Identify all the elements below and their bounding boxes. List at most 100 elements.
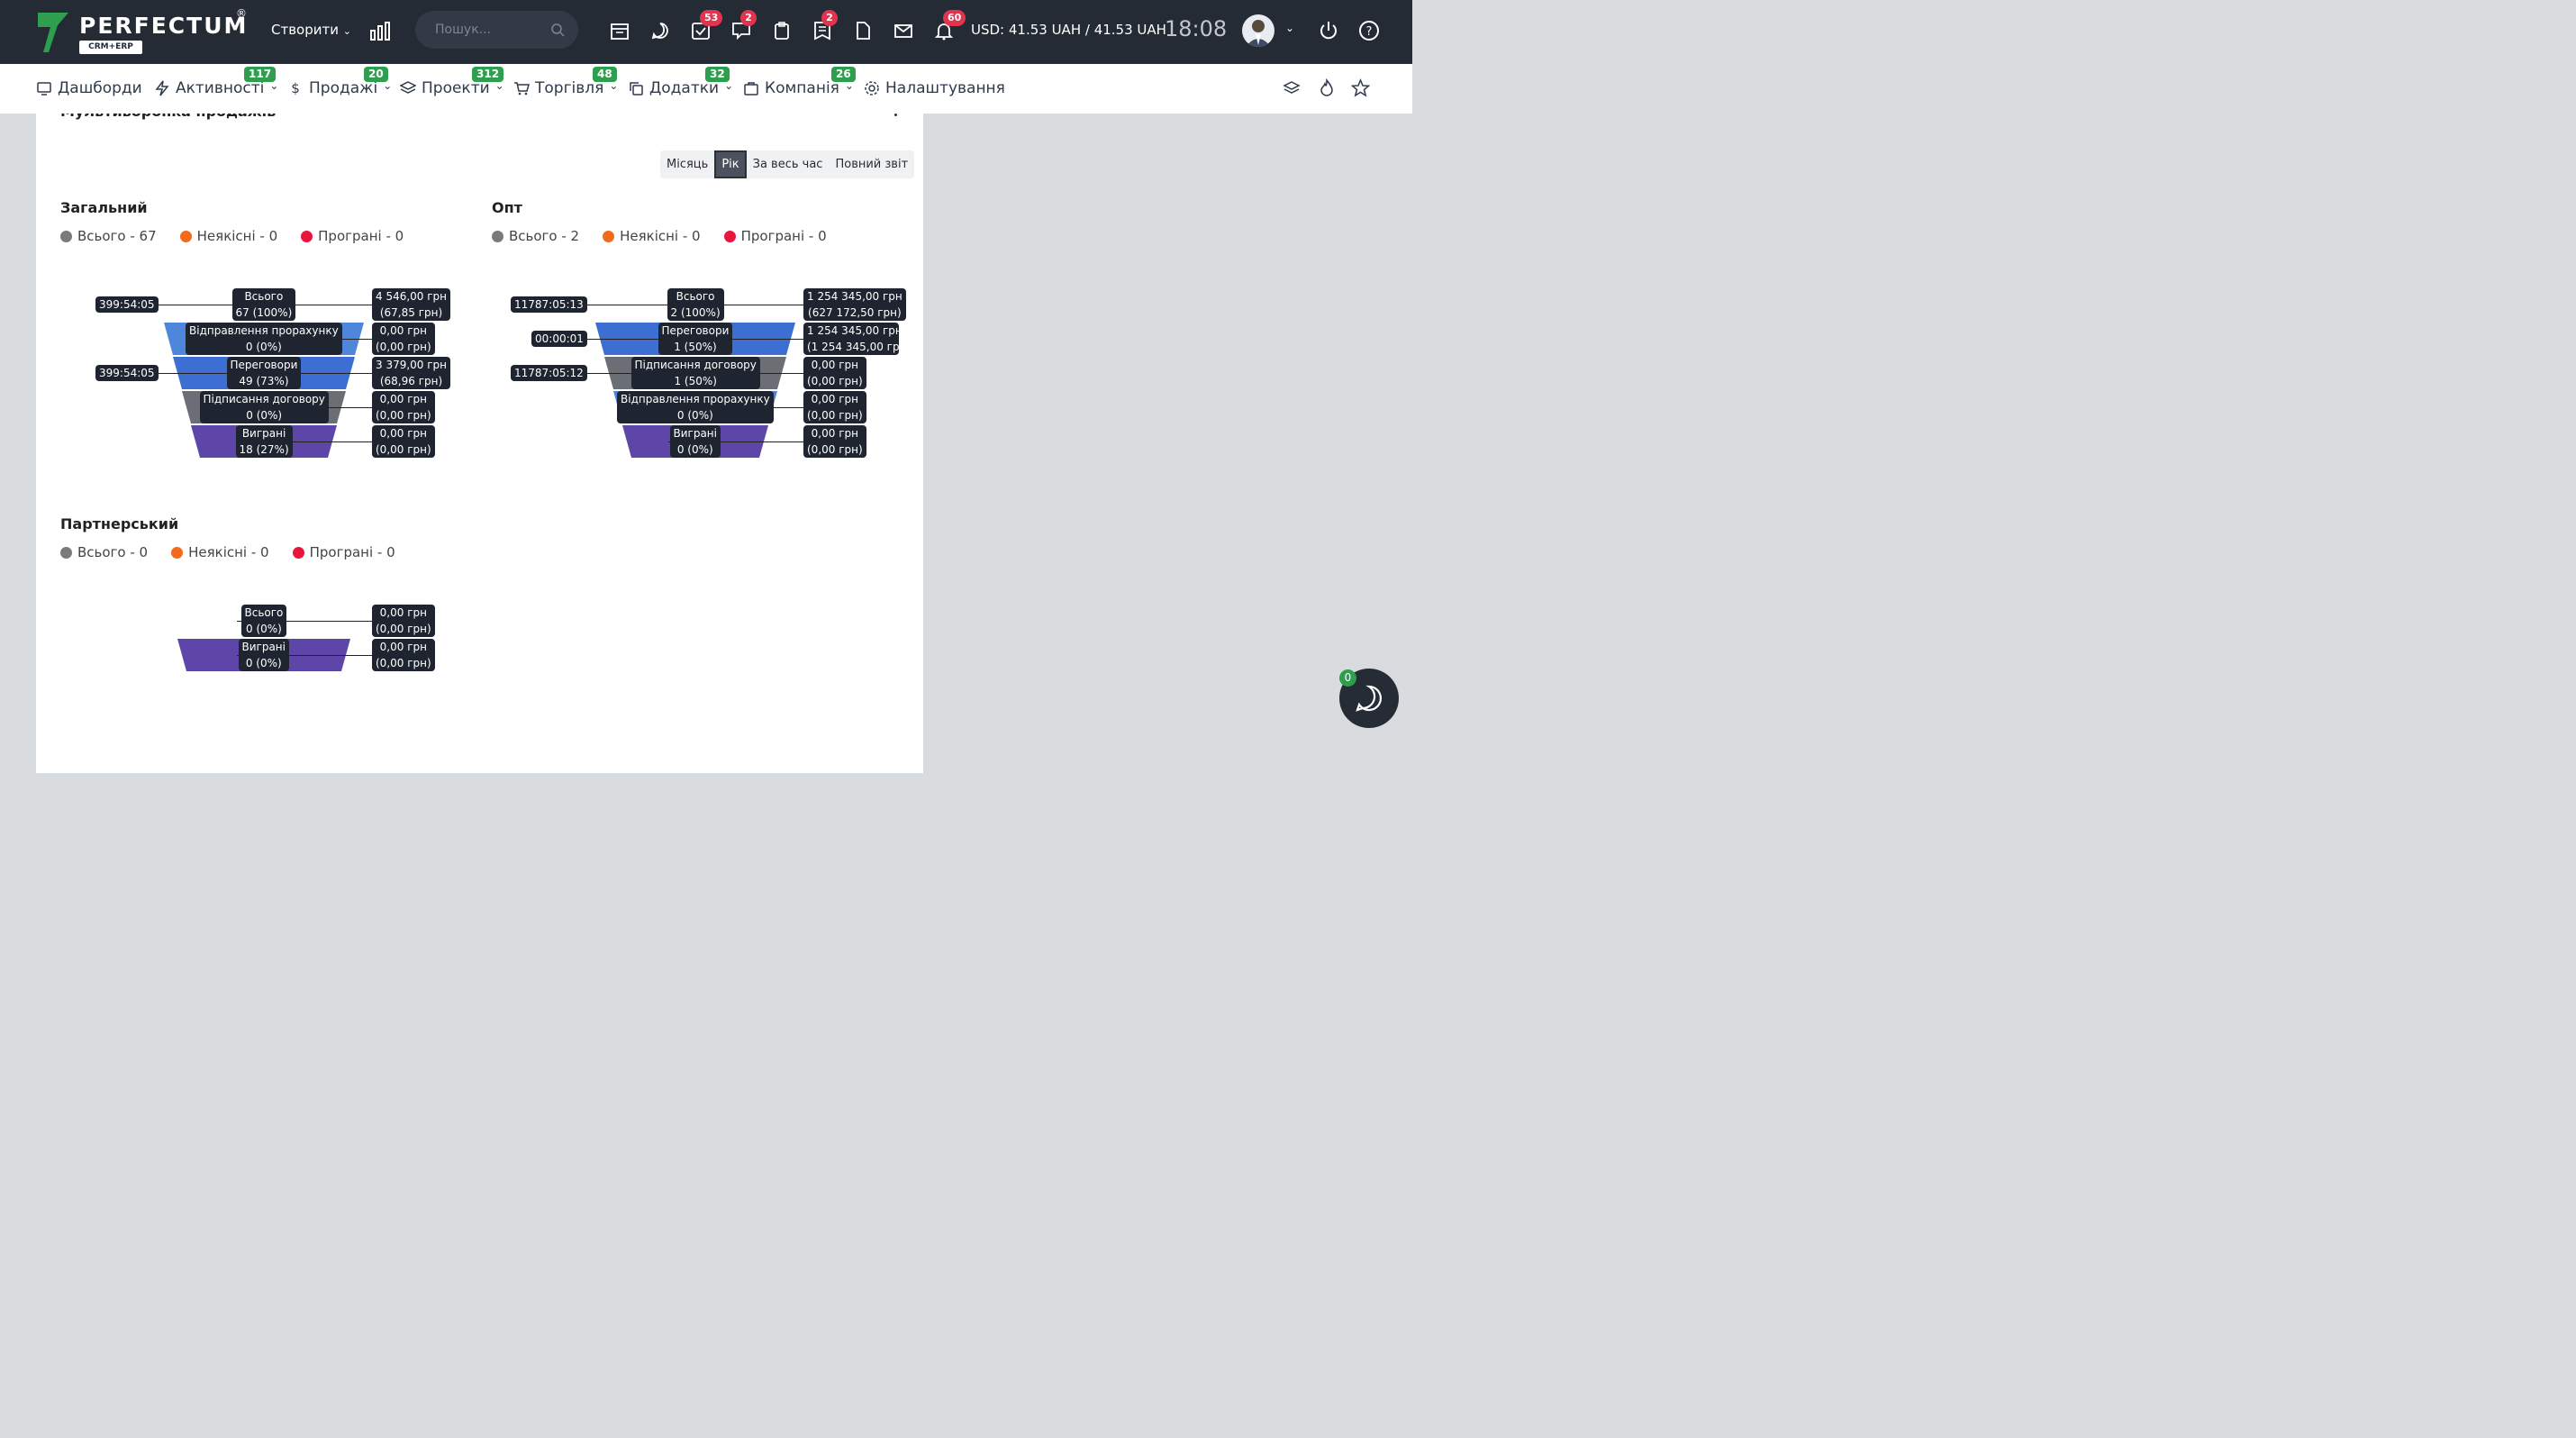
dollar-icon: $ bbox=[291, 80, 300, 96]
layers-icon[interactable] bbox=[1283, 79, 1301, 97]
perfectum-logo-icon[interactable] bbox=[36, 11, 70, 54]
nav-item-label: Проекти bbox=[422, 79, 490, 97]
legend-item[interactable]: Всього - 0 bbox=[60, 544, 148, 560]
mail-button[interactable] bbox=[890, 17, 917, 44]
chat-button[interactable] bbox=[647, 17, 674, 44]
nav-badge: 117 bbox=[244, 67, 277, 82]
legend-item[interactable]: Програні - 0 bbox=[723, 228, 827, 244]
dashboard-icon bbox=[37, 82, 51, 96]
funnel-stage-label[interactable]: Відправлення прорахунку 0 (0%) bbox=[617, 391, 774, 423]
file-button[interactable] bbox=[849, 17, 876, 44]
nav-item-6[interactable]: Компанія ⌄ bbox=[743, 79, 854, 97]
bar-chart-icon[interactable] bbox=[369, 20, 391, 41]
stage-value: 1 (50%) bbox=[674, 375, 717, 387]
chat-bubble-icon bbox=[1356, 685, 1383, 712]
stage-amount-avg: (627 172,50 грн) bbox=[808, 306, 902, 319]
mail-icon bbox=[894, 24, 912, 38]
legend-item[interactable]: Програні - 0 bbox=[292, 544, 395, 560]
connector-line bbox=[668, 441, 808, 442]
nav-item-5[interactable]: Додатки ⌄ bbox=[628, 79, 733, 97]
nav-badge: 48 bbox=[593, 67, 617, 82]
legend-item[interactable]: Неякісні - 0 bbox=[179, 228, 278, 244]
chevron-down-icon: ⌄ bbox=[609, 79, 619, 92]
notification-badge: 2 bbox=[821, 10, 838, 26]
card-menu-icon[interactable] bbox=[894, 114, 897, 116]
funnel-card bbox=[36, 114, 923, 773]
search-input[interactable]: Пошук... bbox=[415, 11, 578, 49]
brand-sub: CRM+ERP bbox=[79, 41, 142, 54]
search-icon bbox=[551, 23, 565, 37]
legend-item[interactable]: Програні - 0 bbox=[301, 228, 404, 244]
period-option[interactable]: За весь час bbox=[752, 158, 823, 171]
legend-dot bbox=[292, 546, 304, 559]
stage-name: Підписання договору bbox=[203, 393, 325, 405]
stage-value: 49 (73%) bbox=[239, 375, 289, 387]
legend-label: Всього - 2 bbox=[509, 228, 580, 244]
stage-name: Виграні bbox=[673, 427, 718, 440]
legend-item[interactable]: Всього - 67 bbox=[60, 228, 157, 244]
stage-amount-label: 0,00 грн (0,00 грн) bbox=[372, 425, 435, 458]
star-icon[interactable] bbox=[1351, 78, 1370, 97]
brand-name[interactable]: PERFECTUM bbox=[79, 13, 249, 39]
nav-item-0[interactable]: Дашборди bbox=[36, 79, 142, 97]
nav-item-7[interactable]: Налаштування bbox=[864, 79, 1005, 97]
nav-item-3[interactable]: Проекти ⌄ bbox=[400, 79, 504, 97]
power-icon[interactable] bbox=[1318, 20, 1339, 41]
period-option[interactable]: Повний звіт bbox=[835, 158, 909, 171]
notification-badge: 2 bbox=[740, 10, 757, 26]
fire-icon[interactable] bbox=[1318, 78, 1336, 96]
chevron-down-icon: ⌄ bbox=[844, 79, 854, 92]
legend-label: Неякісні - 0 bbox=[188, 544, 269, 560]
messages-button[interactable]: 2 bbox=[728, 10, 757, 44]
funnel-stage-label[interactable]: Підписання договору 0 (0%) bbox=[199, 391, 329, 423]
avatar[interactable] bbox=[1242, 14, 1274, 47]
stage-amount: 3 379,00 грн bbox=[376, 359, 448, 371]
funnel-stage-label[interactable]: Всього 67 (100%) bbox=[231, 288, 296, 321]
nav-item-label: Налаштування bbox=[885, 79, 1005, 97]
stage-amount-label: 0,00 грн (0,00 грн) bbox=[372, 323, 435, 355]
funnel-stage-label[interactable]: Підписання договору 1 (50%) bbox=[630, 357, 760, 389]
stage-amount: 0,00 грн bbox=[811, 427, 858, 440]
stage-amount: 0,00 грн bbox=[811, 393, 858, 405]
funnel-stage-label[interactable]: Виграні 18 (27%) bbox=[235, 425, 293, 458]
nav-item-label: Компанія bbox=[765, 79, 839, 97]
nav-item-4[interactable]: Торгівля ⌄ bbox=[513, 79, 618, 97]
calendar-button[interactable] bbox=[606, 17, 633, 44]
stage-amount-label: 0,00 грн (0,00 грн) bbox=[372, 639, 435, 671]
stage-name: Виграні bbox=[241, 427, 286, 440]
stage-amount-avg: (68,96 грн) bbox=[379, 375, 443, 387]
funnel-stage-label[interactable]: Переговори 49 (73%) bbox=[226, 357, 302, 389]
stage-amount-label: 4 546,00 грн (67,85 грн) bbox=[372, 288, 451, 321]
period-option[interactable]: Рік bbox=[714, 150, 747, 178]
create-menu-button[interactable]: Створити ⌄ bbox=[271, 22, 351, 38]
clock: 18:08 bbox=[1165, 16, 1228, 41]
nav-item-2[interactable]: $ Продажі ⌄ bbox=[287, 79, 392, 97]
stage-amount: 0,00 грн bbox=[379, 393, 427, 405]
notes-button[interactable]: 2 bbox=[809, 10, 838, 44]
help-icon[interactable]: ? bbox=[1358, 20, 1380, 41]
tasks-button[interactable]: 53 bbox=[687, 10, 723, 44]
chevron-down-icon[interactable]: ⌄ bbox=[1285, 22, 1295, 34]
funnel-stage-label[interactable]: Всього 0 (0%) bbox=[240, 605, 287, 637]
funnel-stage-label[interactable]: Переговори 1 (50%) bbox=[658, 323, 733, 355]
briefcase-icon bbox=[744, 82, 758, 96]
stage-name: Всього bbox=[244, 290, 284, 303]
stage-amount: 4 546,00 грн bbox=[376, 290, 448, 303]
chevron-down-icon: ⌄ bbox=[383, 79, 393, 92]
connector-line bbox=[237, 655, 376, 656]
legend-item[interactable]: Неякісні - 0 bbox=[603, 228, 701, 244]
clipboard-button[interactable] bbox=[768, 17, 795, 44]
legend-item[interactable]: Неякісні - 0 bbox=[171, 544, 269, 560]
nav-item-1[interactable]: Активності ⌄ bbox=[154, 79, 278, 97]
funnel-stage-label[interactable]: Всього 2 (100%) bbox=[667, 288, 724, 321]
bell-button[interactable]: 60 bbox=[930, 10, 966, 44]
legend-item[interactable]: Всього - 2 bbox=[492, 228, 579, 244]
funnel-stage-label[interactable]: Відправлення прорахунку 0 (0%) bbox=[186, 323, 342, 355]
period-option[interactable]: Місяць bbox=[667, 158, 709, 171]
stage-name: Виграні bbox=[241, 641, 286, 653]
legend-label: Неякісні - 0 bbox=[196, 228, 278, 244]
notification-badge: 60 bbox=[943, 10, 966, 26]
funnel-stage-label[interactable]: Виграні 0 (0%) bbox=[669, 425, 721, 458]
funnel-stage-label[interactable]: Виграні 0 (0%) bbox=[238, 639, 289, 671]
legend-label: Неякісні - 0 bbox=[620, 228, 701, 244]
